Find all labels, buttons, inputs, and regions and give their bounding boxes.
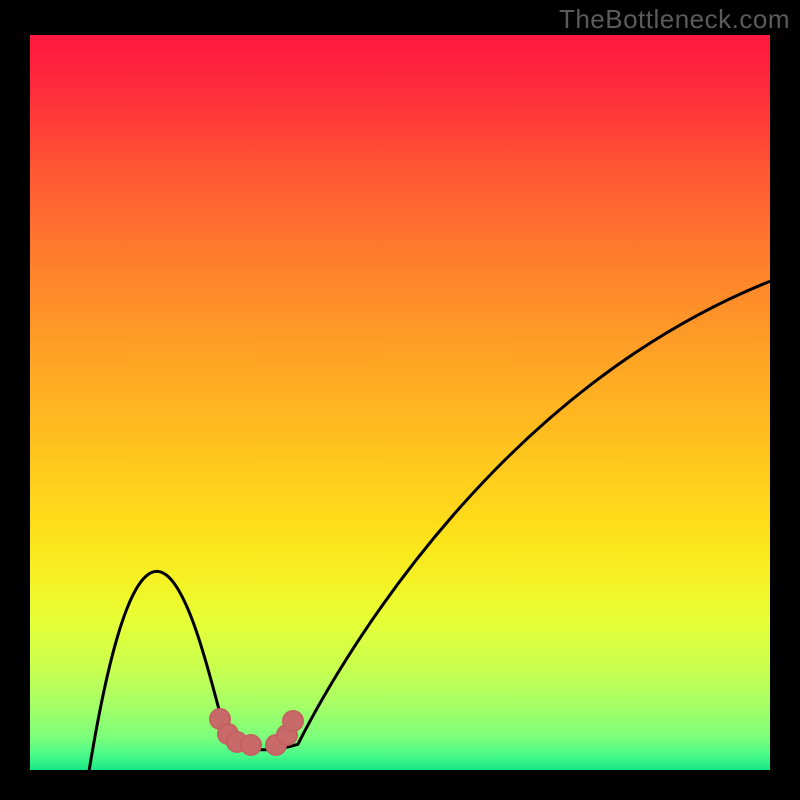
bottleneck-chart-svg xyxy=(0,0,800,800)
plot-background xyxy=(30,35,770,770)
valley-marker xyxy=(283,711,303,731)
valley-marker xyxy=(241,735,261,755)
chart-container: TheBottleneck.com xyxy=(0,0,800,800)
watermark-text: TheBottleneck.com xyxy=(559,4,790,35)
